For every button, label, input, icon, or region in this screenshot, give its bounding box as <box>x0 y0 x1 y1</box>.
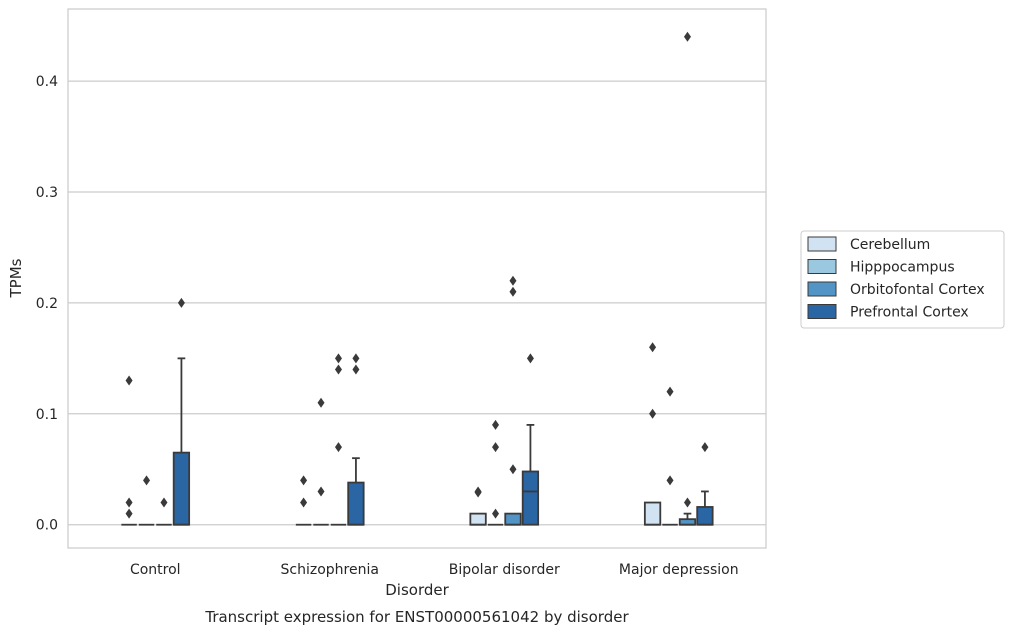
outlier-point <box>492 442 500 453</box>
legend-label: Hipppocampus <box>850 260 955 276</box>
outlier-point <box>352 353 360 364</box>
outlier-point <box>334 353 342 364</box>
legend: Cerebellum Hipppocampus Orbitofontal Corte… <box>800 230 1005 329</box>
box <box>504 512 522 526</box>
box <box>696 506 714 526</box>
outlier-point <box>509 464 517 475</box>
y-tick-label: 0.1 <box>36 407 58 423</box>
outlier-point <box>177 297 185 308</box>
legend-swatch <box>807 304 837 319</box>
outlier-point <box>666 475 674 486</box>
x-tick-label: Control <box>130 562 181 578</box>
outlier-point <box>683 31 691 42</box>
outlier-point <box>683 497 691 508</box>
y-axis-ticks: 0.0 0.1 0.2 0.3 0.4 <box>36 74 58 534</box>
x-tick-label: Bipolar disorder <box>449 562 560 578</box>
outlier-point <box>317 486 325 497</box>
outlier-point <box>300 497 308 508</box>
outlier-point <box>492 419 500 430</box>
outliers <box>125 31 709 519</box>
legend-label: Cerebellum <box>850 237 930 253</box>
legend-swatch <box>807 259 837 274</box>
outlier-point <box>125 497 133 508</box>
chart-caption: Transcript expression for ENST0000056104… <box>204 608 629 626</box>
boxes <box>121 357 714 526</box>
outlier-point <box>649 408 657 419</box>
outlier-point <box>160 497 168 508</box>
box <box>469 512 487 526</box>
y-axis-label: TPMs <box>7 258 25 298</box>
y-tick-label: 0.2 <box>36 296 58 312</box>
outlier-point <box>125 375 133 386</box>
outlier-point <box>143 475 151 486</box>
legend-label: Orbitofontal Cortex <box>850 282 985 298</box>
outlier-point <box>701 442 709 453</box>
outlier-point <box>492 508 500 519</box>
outlier-point <box>509 275 517 286</box>
y-tick-label: 0.3 <box>36 185 58 201</box>
x-axis-ticks: Control Schizophrenia Bipolar disorder Majo… <box>130 562 739 578</box>
outlier-point <box>649 342 657 353</box>
legend-label: Prefrontal Cortex <box>850 305 969 321</box>
outlier-point <box>334 442 342 453</box>
legend-swatch <box>807 236 837 252</box>
box <box>347 481 365 526</box>
x-axis-label: Disorder <box>385 581 449 599</box>
x-tick-label: Major depression <box>619 562 739 578</box>
outlier-point <box>666 386 674 397</box>
box <box>643 501 662 526</box>
y-tick-label: 0.0 <box>36 518 58 534</box>
outlier-point <box>509 286 517 297</box>
outlier-point <box>125 508 133 519</box>
box <box>172 451 191 526</box>
plot-frame <box>67 8 767 549</box>
outlier-point <box>526 353 534 364</box>
outlier-point <box>300 475 308 486</box>
grid-lines <box>68 80 766 526</box>
legend-swatch <box>807 281 837 297</box>
outlier-point <box>352 364 360 375</box>
outlier-point <box>317 397 325 408</box>
box <box>521 470 540 526</box>
outlier-point <box>334 364 342 375</box>
y-tick-label: 0.4 <box>36 74 58 90</box>
legend-frame <box>800 230 1005 329</box>
outlier-point <box>474 487 482 498</box>
x-tick-label: Schizophrenia <box>281 562 379 578</box>
